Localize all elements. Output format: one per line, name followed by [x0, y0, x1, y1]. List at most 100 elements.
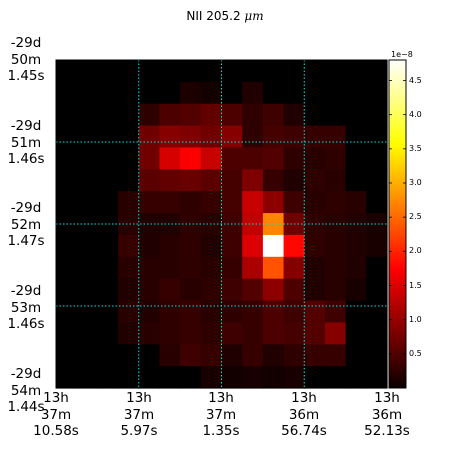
- heatmap-cell: [366, 256, 388, 280]
- x-tick-label-3: 13h 37m 1.35s: [202, 390, 240, 439]
- heatmap-cell: [159, 300, 181, 323]
- heatmap-cell: [242, 60, 264, 83]
- heatmap-cell: [97, 234, 119, 258]
- heatmap-cell: [118, 81, 140, 105]
- heatmap-cell: [97, 344, 119, 367]
- heatmap-cell: [345, 103, 367, 127]
- heatmap-cell: [138, 234, 161, 258]
- heatmap-cell: [345, 256, 367, 280]
- heatmap-cell: [180, 169, 202, 192]
- heatmap-cell: [180, 300, 202, 323]
- heatmap-cell: [283, 191, 305, 214]
- x-tick-label-2: 13h 37m 5.97s: [120, 390, 158, 439]
- heatmap-cell: [56, 344, 78, 367]
- heatmap-cell: [138, 256, 161, 280]
- heatmap-cell: [118, 234, 140, 258]
- heatmap-cell: [180, 60, 202, 83]
- heatmap-cell: [366, 191, 388, 214]
- heatmap-cell: [56, 256, 78, 280]
- heatmap-cell: [283, 103, 305, 127]
- heatmap-cell: [324, 322, 347, 345]
- heatmap-cell: [97, 147, 119, 170]
- heatmap-cell: [345, 191, 367, 214]
- heatmap-cell: [221, 125, 243, 149]
- heatmap-cell: [283, 60, 305, 83]
- heatmap-cell: [242, 344, 264, 367]
- heatmap-cell: [200, 81, 223, 105]
- heatmap-cell: [324, 234, 347, 258]
- heatmap-cell: [200, 322, 223, 345]
- heatmap-cell: [118, 169, 140, 192]
- heatmap-cell: [324, 366, 347, 389]
- heatmap-cell: [345, 344, 367, 367]
- heatmap-cell: [76, 169, 98, 192]
- colorbar-tick-label: 0.5: [409, 348, 422, 358]
- heatmap-cell: [159, 322, 181, 345]
- heatmap-cell: [76, 103, 98, 127]
- heatmap-cell: [138, 344, 161, 367]
- heatmap-cell: [76, 147, 98, 170]
- heatmap-cell: [283, 125, 305, 149]
- heatmap-cell: [118, 300, 140, 323]
- heatmap-cell: [366, 344, 388, 367]
- chart-title-text: NII 205.2: [186, 9, 245, 23]
- heatmap-cell: [76, 300, 98, 323]
- heatmap-cell: [304, 60, 326, 83]
- heatmap-cell: [76, 213, 98, 236]
- heatmap-cell: [221, 366, 243, 389]
- heatmap-cell: [138, 366, 161, 389]
- colorbar-tick-label: 2.0: [409, 246, 422, 256]
- heatmap-cell: [97, 125, 119, 149]
- heatmap-cell: [324, 60, 347, 83]
- heatmap-cell: [159, 147, 181, 170]
- colorbar: [388, 59, 407, 389]
- heatmap-cell: [262, 234, 285, 258]
- heatmap-cell: [180, 103, 202, 127]
- heatmap-cell: [345, 147, 367, 170]
- colorbar-tick-label: 4.0: [409, 109, 422, 119]
- heatmap-cell: [366, 169, 388, 192]
- heatmap-cell: [221, 344, 243, 367]
- heatmap-cell: [97, 81, 119, 105]
- y-tick-label-5: -29d 54m 1.44s: [7, 366, 45, 415]
- heatmap-cell: [304, 81, 326, 105]
- heatmap-cell: [262, 322, 285, 345]
- heatmap-cell: [56, 81, 78, 105]
- heatmap-cell: [118, 366, 140, 389]
- heatmap-cell: [118, 344, 140, 367]
- heatmap-cell: [97, 60, 119, 83]
- heatmap-cell: [366, 60, 388, 83]
- heatmap-cells: [56, 60, 388, 389]
- heatmap-cell: [283, 256, 305, 280]
- heatmap-cell: [56, 366, 78, 389]
- heatmap-cell: [242, 278, 264, 302]
- colorbar-tick-label: 3.5: [409, 143, 422, 153]
- colorbar-tick-label: 2.5: [409, 212, 422, 222]
- heatmap-cell: [324, 213, 347, 236]
- heatmap-cell: [304, 278, 326, 302]
- heatmap-cell: [159, 366, 181, 389]
- heatmap-cell: [242, 322, 264, 345]
- heatmap-cell: [180, 213, 202, 236]
- heatmap-cell: [283, 300, 305, 323]
- heatmap-cell: [76, 344, 98, 367]
- colorbar-multiplier: 1e−8: [391, 50, 413, 59]
- heatmap-cell: [324, 300, 347, 323]
- heatmap-cell: [283, 322, 305, 345]
- heatmap-cell: [324, 81, 347, 105]
- heatmap-cell: [118, 322, 140, 345]
- heatmap-cell: [304, 213, 326, 236]
- heatmap-cell: [221, 278, 243, 302]
- heatmap-cell: [366, 278, 388, 302]
- heatmap-cell: [76, 60, 98, 83]
- heatmap-cell: [56, 300, 78, 323]
- heatmap-cell: [76, 322, 98, 345]
- heatmap-cell: [262, 366, 285, 389]
- heatmap-cell: [200, 300, 223, 323]
- heatmap-cell: [200, 256, 223, 280]
- heatmap-cell: [118, 147, 140, 170]
- heatmap-cell: [304, 300, 326, 323]
- heatmap-cell: [180, 366, 202, 389]
- heatmap-cell: [180, 256, 202, 280]
